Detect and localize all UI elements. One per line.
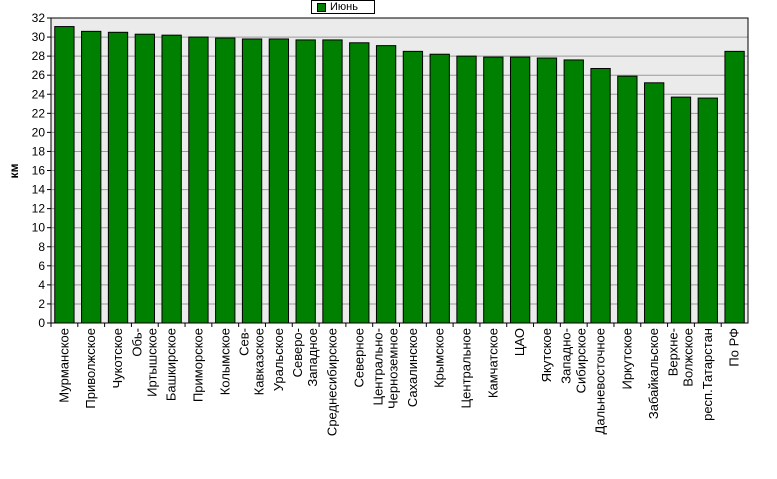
x-tick-label: Крымское [432,328,447,388]
bar [670,96,692,324]
y-tick-label: 12 [32,202,46,216]
x-tick-label: Западное [305,328,320,387]
x-tick-label: По РФ [727,328,742,367]
x-tick-label: Сибирское [573,328,588,393]
bar [322,39,343,324]
x-tick-label: Северное [351,328,366,387]
legend-swatch [317,2,326,12]
bar [536,57,558,324]
x-tick-label: Верхне- [665,328,680,376]
bar [724,50,745,324]
x-tick-label: Центрально- [371,328,386,406]
bar [215,37,236,324]
x-tick-label: Мурманское [56,328,71,403]
bar [161,34,182,324]
y-tick-label: 18 [32,144,46,158]
bar [81,30,102,324]
bar [349,42,370,324]
bar [483,56,504,324]
x-tick-label: Якутское [539,328,554,382]
bar [107,31,129,324]
bar [644,82,665,324]
y-tick-label: 16 [32,164,46,178]
y-tick-label: 28 [32,49,46,63]
x-tick-label: Западно- [558,328,573,384]
bar [509,56,531,324]
bar [563,59,584,324]
bar [590,68,611,324]
x-axis: Мурманское Приволжское Чукотское Обь- Иртышс… [50,323,742,436]
y-tick-label: 4 [38,278,45,292]
y-tick-label: 20 [32,125,46,139]
x-tick-label: Обь- [129,328,144,357]
legend-label: Июнь [330,1,358,13]
bar [375,45,397,324]
bar [268,38,290,324]
x-tick-label: Сев- [237,328,252,356]
x-tick-label: Уральское [271,328,286,391]
x-tick-label: Камчатское [485,328,500,398]
x-tick-label: Черноземное [386,328,401,409]
x-tick-label: Среднесибирское [324,328,339,436]
x-tick-label: Башкирское [164,328,179,401]
y-tick-label: 0 [38,316,45,330]
x-tick-label: Приволжское [83,328,98,409]
y-tick-label: 8 [38,240,45,254]
x-tick-label: Приморское [190,328,205,402]
x-tick-label: Колымское [217,328,232,395]
bar [134,33,155,324]
x-tick-label: Забайкальское [646,328,661,419]
y-tick-label: 24 [32,87,46,101]
bar [54,26,75,324]
y-tick-label: 26 [32,68,46,82]
y-axis-label: км [7,163,21,178]
y-tick-label: 32 [32,11,46,25]
y-tick-label: 30 [32,30,46,44]
bar [241,38,263,324]
x-tick-label: Центральное [459,328,474,408]
x-tick-label: Северо- [290,328,305,377]
bar [617,75,638,324]
bar [295,39,316,324]
plot-area [50,17,749,324]
x-tick-label: Кавказское [252,328,267,395]
y-tick-label: 22 [32,106,46,120]
x-tick-label: Иртышское [144,328,159,397]
bar [429,53,450,324]
y-tick-label: 14 [32,183,46,197]
x-tick-label: Дальневосточное [593,328,608,434]
x-tick-label: респ.Татарстан [700,328,715,421]
bar [188,36,209,324]
x-tick-label: Чукотское [110,328,125,389]
bar [456,55,477,324]
y-tick-label: 6 [38,259,45,273]
x-tick-label: Волжское [680,328,695,387]
legend: Июнь [311,0,375,14]
x-tick-label: Сахалинское [405,328,420,407]
bars [54,26,745,324]
y-tick-label: 10 [32,221,46,235]
bar [402,50,424,324]
x-tick-label: Иркутское [619,328,634,390]
y-tick-label: 2 [38,297,45,311]
x-tick-label: ЦАО [512,328,527,356]
bar [697,97,718,324]
